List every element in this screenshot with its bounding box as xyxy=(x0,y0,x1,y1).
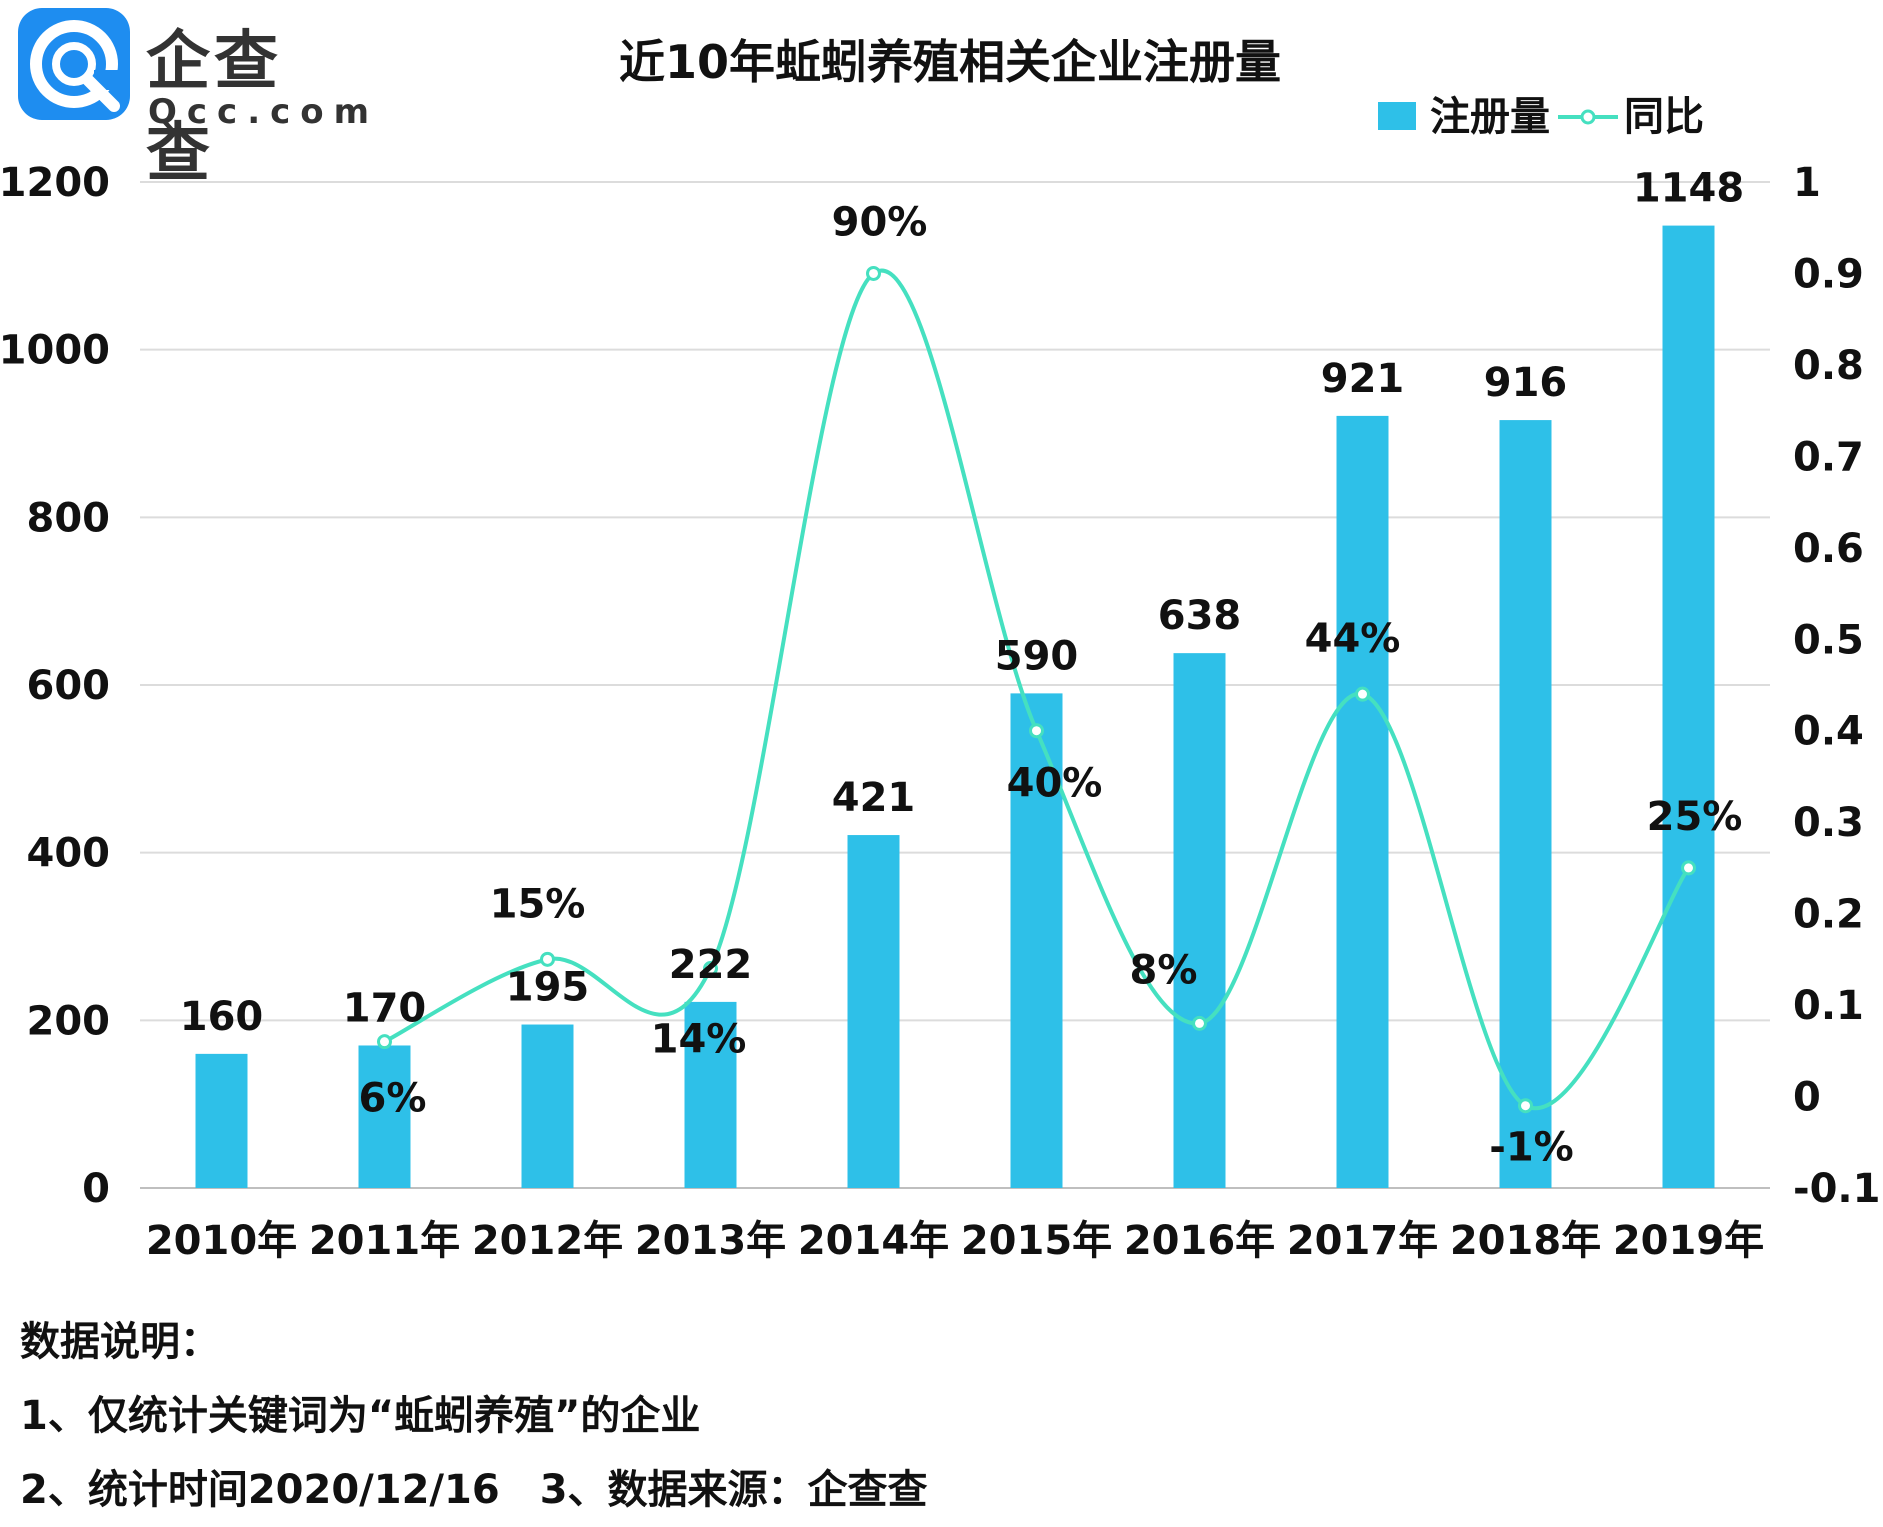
yoy-value-label: 25% xyxy=(1647,794,1743,840)
bar-value-label: 421 xyxy=(832,775,916,821)
y-left-tick-label: 600 xyxy=(27,663,111,709)
y-right-tick-label: 0.5 xyxy=(1793,617,1864,663)
y-right-tick-label: 0.2 xyxy=(1793,892,1864,938)
legend: 注册量 同比 xyxy=(1378,94,1704,140)
legend-bar-swatch xyxy=(1378,102,1416,130)
yoy-value-label: 14% xyxy=(651,1017,747,1063)
bar xyxy=(195,1053,248,1188)
qcc-logo-icon xyxy=(18,8,130,120)
notes-item-1: 1、仅统计关键词为“蚯蚓养殖”的企业 xyxy=(20,1393,701,1439)
y-right-tick-label: 0.3 xyxy=(1793,800,1864,846)
yoy-value-label: 6% xyxy=(359,1076,427,1122)
y-right-tick-label: 0 xyxy=(1793,1075,1821,1121)
bar-value-label: 195 xyxy=(506,965,590,1011)
notes-item-3: 3、数据来源：企查查 xyxy=(539,1467,928,1513)
yoy-value-label: 44% xyxy=(1305,616,1401,662)
y-right-tick-label: 0.4 xyxy=(1793,709,1864,755)
y-left-tick-label: 0 xyxy=(82,1166,110,1212)
y-right-tick-label: 0.6 xyxy=(1793,526,1864,572)
x-tick-label: 2010年 xyxy=(146,1218,297,1264)
y-left-tick-label: 200 xyxy=(27,998,111,1044)
legend-line-label: 同比 xyxy=(1624,94,1704,140)
notes-item-2: 2、统计时间2020/12/16 xyxy=(20,1467,500,1513)
yoy-value-label: -1% xyxy=(1489,1125,1574,1171)
bar xyxy=(1499,420,1552,1188)
yoy-line xyxy=(377,265,1696,1114)
x-tick-label: 2018年 xyxy=(1450,1218,1601,1264)
yoy-value-label: 8% xyxy=(1130,947,1198,993)
gridlines xyxy=(140,181,1770,1189)
bar-value-label: 170 xyxy=(343,985,427,1031)
bar-value-label: 916 xyxy=(1484,360,1568,406)
x-tick-label: 2017年 xyxy=(1287,1218,1438,1264)
bar xyxy=(847,835,900,1188)
y-right-tick-label: 0.7 xyxy=(1793,434,1864,480)
logo-name: 企查查 xyxy=(146,25,282,191)
y-left-tick-label: 1000 xyxy=(0,328,110,374)
yoy-point xyxy=(540,951,555,967)
chart-title: 近10年蚯蚓养殖相关企业注册量 xyxy=(618,35,1281,89)
y-left-tick-label: 400 xyxy=(27,831,111,877)
bar xyxy=(1173,653,1226,1188)
y-left-tick-label: 800 xyxy=(27,495,111,541)
legend-bar-label: 注册量 xyxy=(1430,94,1550,140)
bar-value-label: 222 xyxy=(669,942,753,988)
y-right-tick-label: 0.1 xyxy=(1793,983,1864,1029)
notes-heading: 数据说明： xyxy=(20,1319,220,1365)
notes-line-2: 2、统计时间2020/12/16 3、数据来源：企查查 xyxy=(20,1453,928,1527)
bar-value-label: 1148 xyxy=(1633,166,1744,212)
axes: 0 200 400 600 800 1000 1200 -0.1 0 0.1 0.2 0.3 0.4 0.… xyxy=(0,160,1880,1264)
yoy-point xyxy=(866,265,881,281)
logo-domain: Qcc.com xyxy=(148,92,380,132)
yoy-point xyxy=(703,961,718,977)
x-tick-label: 2011年 xyxy=(309,1218,460,1264)
chart: 160 170 195 222 421 590 638 921 916 1148 6% 15% 14% 9… xyxy=(0,94,1880,1264)
bar xyxy=(358,1045,411,1188)
yoy-point xyxy=(1355,686,1370,702)
x-tick-label: 2014年 xyxy=(798,1218,949,1264)
bar-value-label: 160 xyxy=(180,994,264,1040)
qcc-logo: 企查查 Qcc.com xyxy=(18,8,369,191)
data-notes: 数据说明： 1、仅统计关键词为“蚯蚓养殖”的企业 2、统计时间2020/12/1… xyxy=(20,1305,928,1527)
y-left-tick-label: 1200 xyxy=(0,160,110,206)
x-tick-label: 2019年 xyxy=(1613,1218,1764,1264)
x-tick-label: 2013年 xyxy=(635,1218,786,1264)
yoy-value-label: 90% xyxy=(832,199,928,245)
bar xyxy=(1662,225,1715,1189)
bar-value-label: 590 xyxy=(995,633,1079,679)
bar xyxy=(1336,415,1389,1188)
bar xyxy=(684,1001,737,1188)
x-tick-label: 2015年 xyxy=(961,1218,1112,1264)
legend-line-marker xyxy=(1580,109,1596,125)
yoy-point xyxy=(1681,860,1696,876)
data-labels: 160 170 195 222 421 590 638 921 916 1148 6% 15% 14% 9… xyxy=(180,166,1744,1171)
yoy-point xyxy=(377,1034,392,1050)
y-right-tick-label: 1 xyxy=(1793,160,1821,206)
bar-value-label: 638 xyxy=(1158,593,1242,639)
y-right-tick-label: -0.1 xyxy=(1793,1166,1880,1212)
yoy-value-label: 40% xyxy=(1007,761,1103,807)
yoy-point xyxy=(1518,1098,1533,1114)
x-tick-label: 2016年 xyxy=(1124,1218,1275,1264)
y-right-tick-label: 0.8 xyxy=(1793,343,1864,389)
bar-value-label: 921 xyxy=(1321,356,1405,402)
yoy-point xyxy=(1192,1015,1207,1031)
x-tick-label: 2012年 xyxy=(472,1218,623,1264)
bars xyxy=(195,225,1715,1189)
yoy-value-label: 15% xyxy=(490,881,586,927)
bar xyxy=(521,1024,574,1188)
yoy-point xyxy=(1029,723,1044,739)
y-right-tick-label: 0.9 xyxy=(1793,251,1864,297)
